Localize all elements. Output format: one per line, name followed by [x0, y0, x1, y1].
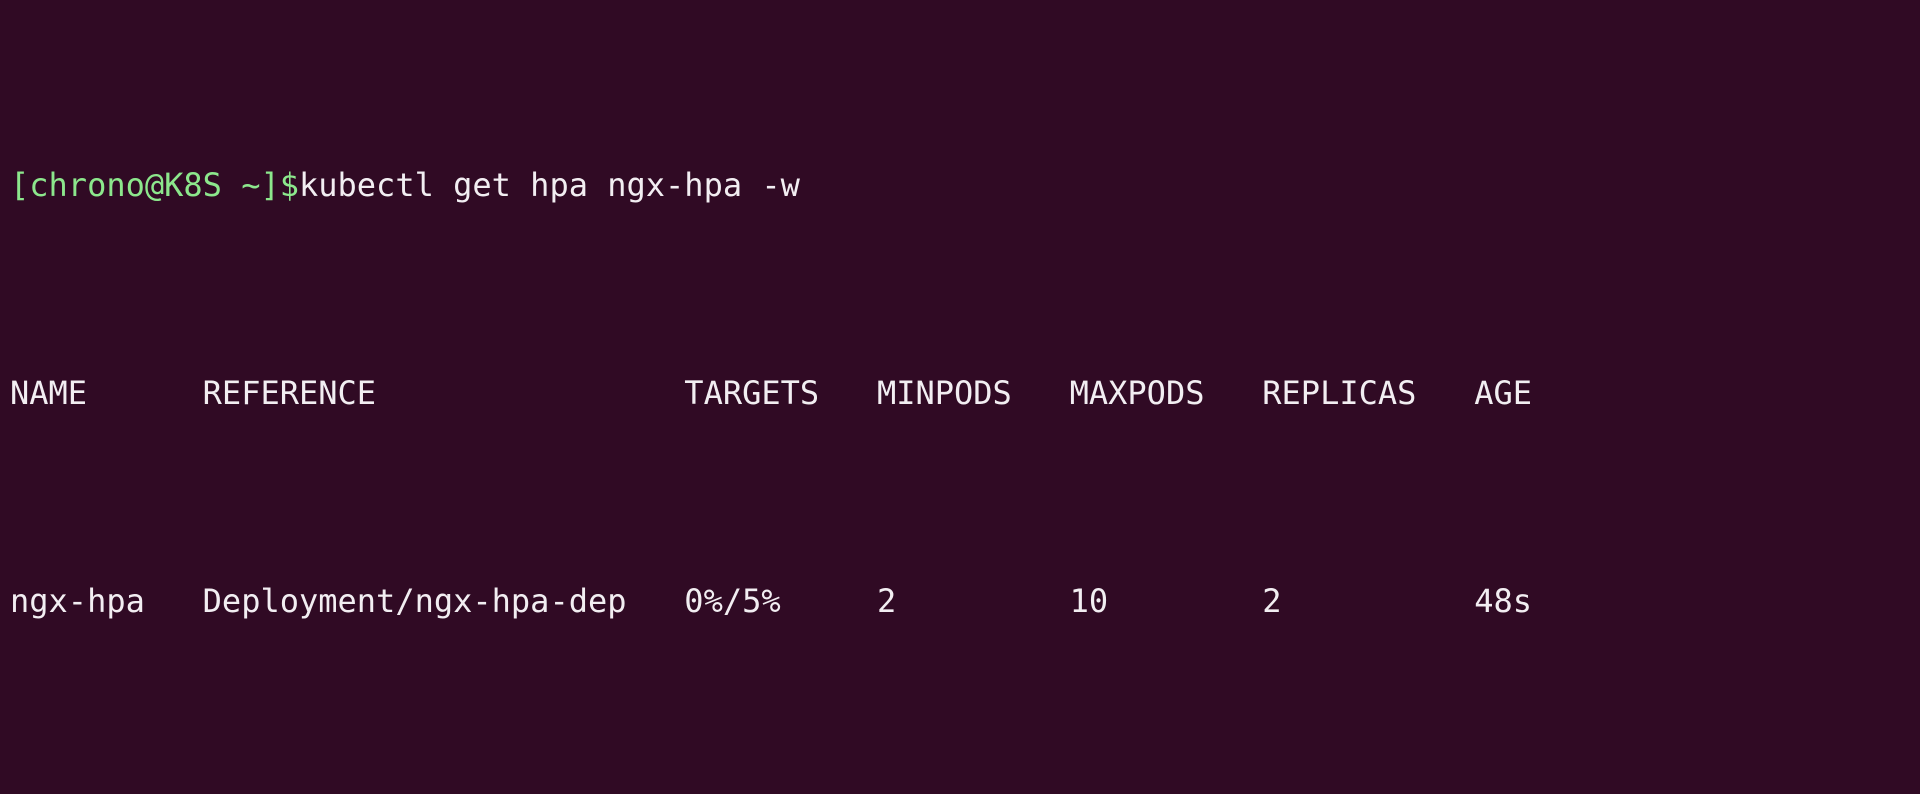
cell-minpods: 2 — [876, 582, 897, 620]
header-reference: REFERENCE — [202, 374, 377, 412]
header-maxpods: MAXPODS — [1069, 374, 1205, 412]
header-minpods: MINPODS — [876, 374, 1012, 412]
header-replicas: REPLICAS — [1262, 374, 1417, 412]
cell-maxpods: 10 — [1069, 582, 1109, 620]
header-age: AGE — [1474, 374, 1532, 412]
header-name: NAME — [10, 374, 88, 412]
command-line: [chrono@K8S ~]$ kubectl get hpa ngx-hpa -… — [10, 159, 1920, 211]
cell-targets: 0%/5% — [684, 582, 781, 620]
cell-reference: Deployment/ngx-hpa-dep — [202, 582, 627, 620]
shell-prompt: [chrono@K8S ~]$ — [10, 166, 299, 204]
header-targets: TARGETS — [684, 374, 820, 412]
cell-age: 48s — [1474, 582, 1532, 620]
table-row: ngx-hpa Deployment/ngx-hpa-dep 0%/5% 2 1… — [10, 575, 1920, 627]
shell-command: kubectl get hpa ngx-hpa -w — [298, 166, 800, 204]
blank-line — [10, 783, 1920, 794]
cell-replicas: 2 — [1262, 582, 1282, 620]
cell-name: ngx-hpa — [10, 582, 145, 620]
table-header-row: NAME REFERENCE TARGETS MINPODS MAXPODS R… — [10, 367, 1920, 419]
